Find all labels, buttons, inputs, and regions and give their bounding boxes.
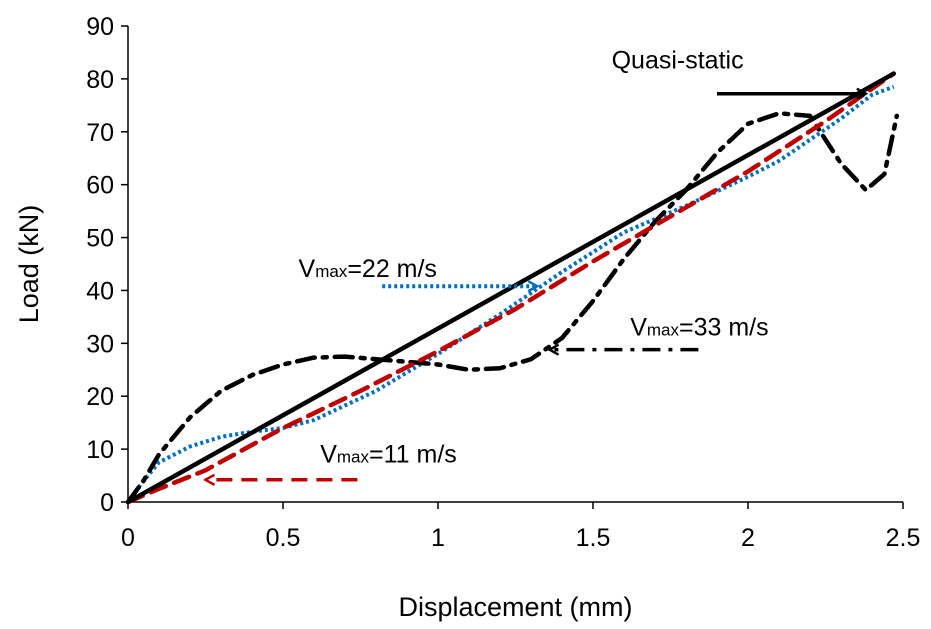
- y-tick-label: 70: [86, 119, 114, 147]
- series-line-2: [125, 111, 900, 505]
- annotation-1: Quasi-static: [612, 46, 866, 93]
- y-tick-label: 20: [86, 383, 114, 411]
- x-tick-label: 2: [741, 524, 755, 552]
- x-tick-label: 0: [121, 524, 135, 552]
- axes: 0 10 20 30 40 50 60 70 80 90 0 0.5 1 1.5 2 2.5: [86, 13, 920, 552]
- annotation-label: Vmax=22 m/s: [299, 255, 437, 283]
- x-tick-label: 1: [431, 524, 445, 552]
- y-tick-label: 10: [86, 436, 114, 464]
- annotation-label: Vmax=33 m/s: [630, 313, 768, 341]
- annotation-layer: Quasi-static Vmax=22 m/s Vmax=33 m/s Vmax=1…: [206, 46, 866, 479]
- y-axis-label: Load (kN): [14, 205, 44, 324]
- x-tick-label: 2.5: [886, 524, 921, 552]
- annotation-2: Vmax=22 m/s: [299, 255, 538, 286]
- annotation-label: Quasi-static: [612, 46, 744, 74]
- y-tick-label: 50: [86, 225, 114, 253]
- y-tick-label: 90: [86, 13, 114, 41]
- y-tick-label: 30: [86, 330, 114, 358]
- y-tick-label: 60: [86, 172, 114, 200]
- annotation-3: Vmax=33 m/s: [550, 313, 769, 349]
- y-tick-label: 40: [86, 277, 114, 305]
- annotation-label: Vmax=11 m/s: [320, 440, 457, 468]
- series-layer: [125, 71, 900, 505]
- x-tick-label: 1.5: [576, 524, 611, 552]
- y-tick-label: 0: [100, 489, 114, 517]
- series-line-3: [125, 71, 896, 505]
- x-tick-label: 0.5: [266, 524, 301, 552]
- series-line-1: [126, 84, 895, 504]
- x-axis-label: Displacement (mm): [398, 592, 632, 622]
- y-tick-label: 80: [86, 66, 114, 94]
- annotation-4: Vmax=11 m/s: [206, 440, 457, 479]
